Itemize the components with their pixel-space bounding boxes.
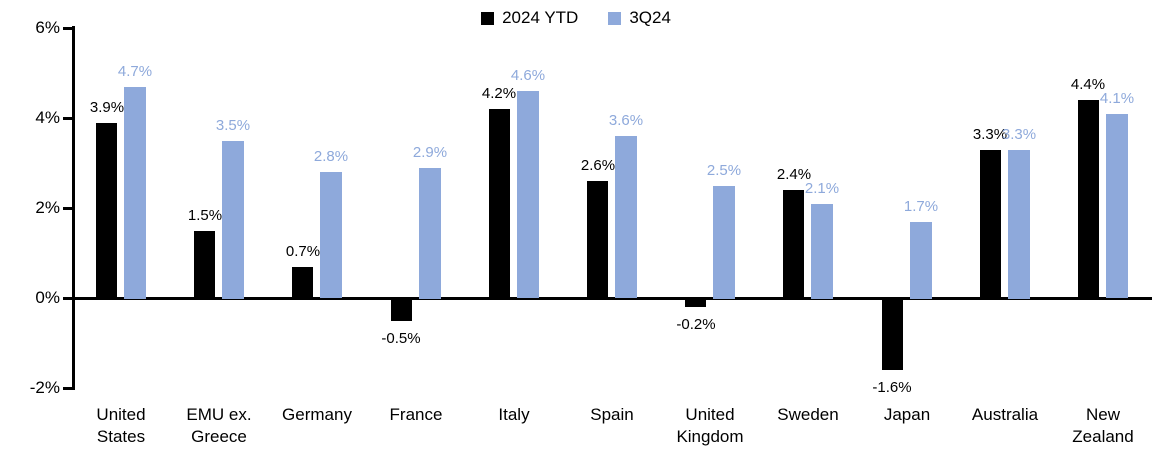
bar-3q24 [910,222,932,299]
bar-3q24 [419,168,441,299]
y-axis [72,26,75,390]
bar-3q24 [713,186,735,299]
bar-ytd [391,298,412,321]
bar-value-label: 2.9% [412,144,448,161]
bar-value-label: 4.6% [510,67,546,84]
bar-ytd [980,150,1001,299]
bar-value-label: 2.5% [706,162,742,179]
legend-swatch-icon [608,11,622,25]
bar-3q24 [222,141,244,299]
category-label: France [389,405,443,424]
y-axis-tick [63,27,72,30]
bar-value-label: 2.1% [804,180,840,197]
bar-ytd [194,231,215,299]
category-label: Sweden [777,405,839,424]
category-label: Spain [590,405,634,424]
bar-ytd [587,181,608,298]
legend-item-3q24: 3Q24 [608,8,671,28]
bar-3q24 [615,136,637,298]
category-label: United States [96,405,146,446]
y-axis-tick-label: 4% [35,108,60,127]
bar-ytd [1078,100,1099,298]
bar-3q24 [124,87,146,299]
legend-item-ytd: 2024 YTD [481,8,578,28]
y-axis-tick-label: 0% [35,288,60,307]
bar-value-label: 4.7% [117,63,153,80]
bar-value-label: 3.6% [608,112,644,129]
y-axis-tick [63,387,72,390]
bar-value-label: 4.2% [481,85,517,102]
bar-value-label: 3.5% [215,117,251,134]
legend-swatch-icon [481,11,495,25]
bar-3q24 [320,172,342,298]
bar-value-label: 1.5% [187,207,223,224]
bar-ytd [489,109,510,298]
bar-value-label: 3.3% [1001,126,1037,143]
category-label: Australia [971,405,1039,424]
bar-value-label: -1.6% [872,379,912,396]
bar-value-label: 3.3% [972,126,1008,143]
y-axis-tick [63,117,72,120]
bar-value-label: -0.2% [676,316,716,333]
y-axis-tick-label: 6% [35,18,60,37]
category-label: Japan [883,405,931,424]
bar-ytd [783,190,804,298]
bar-3q24 [1008,150,1030,299]
y-axis-tick-label: -2% [29,378,60,397]
legend-label: 2024 YTD [502,8,579,27]
bar-value-label: 0.7% [285,243,321,260]
y-axis-tick [63,297,72,300]
bar-value-label: 1.7% [903,198,939,215]
bar-value-label: 3.9% [89,99,125,116]
category-label: Italy [498,405,530,424]
x-axis-zero-line [72,296,1152,300]
bar-3q24 [1106,114,1128,298]
bar-value-label: 4.4% [1070,76,1106,93]
chart-legend: 2024 YTD 3Q24 [0,8,1152,28]
bar-ytd [96,123,117,299]
bar-value-label: 2.4% [776,166,812,183]
y-axis-tick-label: 2% [35,198,60,217]
bar-3q24 [811,204,833,299]
bar-ytd [685,298,706,307]
bar-ytd [882,298,903,370]
legend-label: 3Q24 [629,8,671,27]
category-label: Germany [282,405,352,424]
bar-value-label: -0.5% [381,330,421,347]
y-axis-tick [63,207,72,210]
bar-3q24 [517,91,539,298]
category-label: EMU ex. Greece [186,405,252,446]
bar-value-label: 4.1% [1099,90,1135,107]
category-label: United Kingdom [676,405,744,446]
bar-value-label: 2.8% [313,148,349,165]
category-label: New Zealand [1072,405,1134,446]
bar-value-label: 2.6% [580,157,616,174]
bar-ytd [292,267,313,298]
